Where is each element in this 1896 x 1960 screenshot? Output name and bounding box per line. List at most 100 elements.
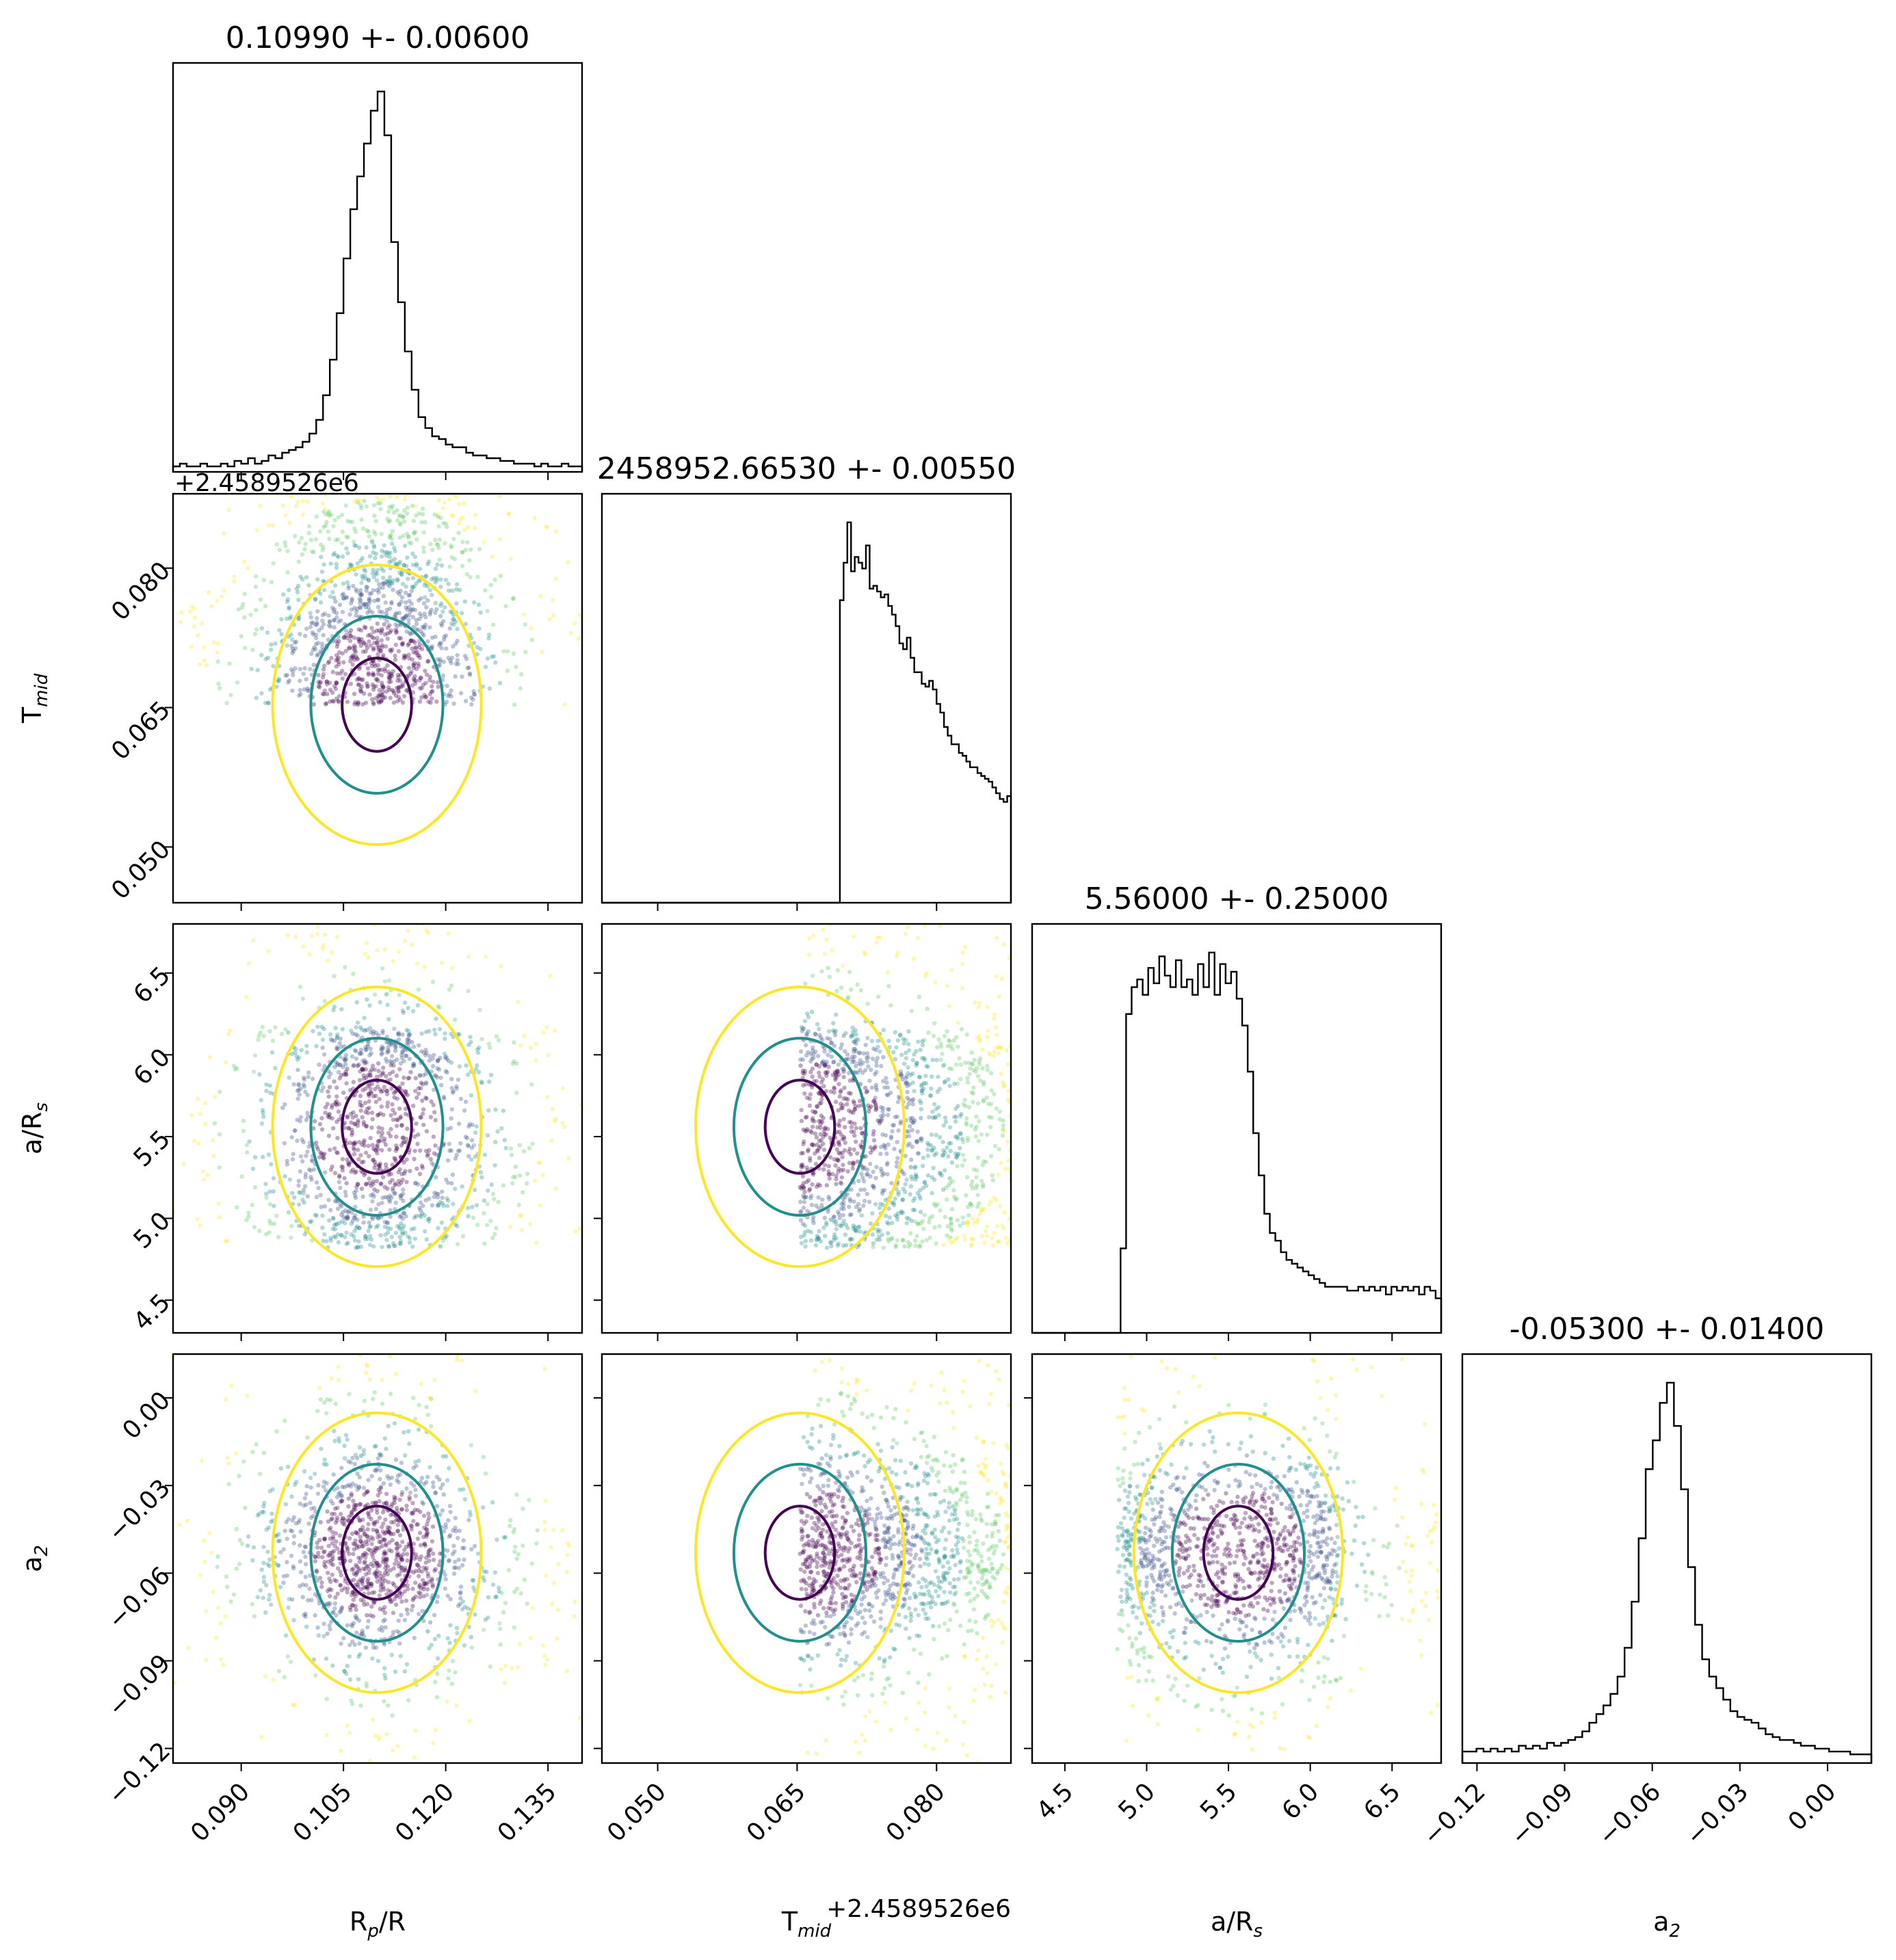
sample-point	[417, 1073, 423, 1078]
sample-point	[445, 693, 451, 698]
sample-point	[394, 1541, 399, 1546]
sample-point	[316, 1633, 321, 1638]
sample-point	[437, 1477, 442, 1482]
sample-point	[454, 1626, 460, 1630]
sample-point	[364, 504, 369, 509]
sample-point	[1001, 1084, 1005, 1089]
sample-point	[317, 1576, 323, 1580]
sample-point	[255, 667, 260, 672]
sample-point	[421, 1107, 426, 1112]
sample-point	[492, 1232, 497, 1236]
sample-point	[373, 518, 378, 524]
sample-point	[979, 1208, 984, 1213]
sample-point	[395, 1057, 399, 1062]
sample-point	[379, 673, 384, 678]
sample-point	[313, 647, 318, 652]
sample-point	[870, 1057, 875, 1061]
sample-point	[974, 1183, 979, 1188]
sample-point	[562, 702, 567, 707]
sample-point	[955, 1218, 960, 1223]
sample-point	[416, 1091, 421, 1096]
sample-point	[389, 1171, 393, 1177]
sample-point	[315, 1409, 320, 1414]
sample-point	[435, 1075, 440, 1080]
sample-point	[321, 1155, 326, 1160]
sample-point	[358, 598, 363, 603]
sample-point	[387, 1072, 392, 1076]
sample-point	[875, 1044, 880, 1050]
sample-point	[414, 1214, 419, 1219]
sample-point	[834, 1236, 839, 1241]
sample-point	[895, 1214, 899, 1219]
sample-point	[953, 1151, 958, 1156]
sample-point	[415, 1003, 420, 1008]
sample-point	[263, 700, 268, 706]
sample-point	[401, 1198, 406, 1204]
sample-point	[395, 672, 401, 678]
sample-point	[843, 1195, 847, 1200]
sample-point	[386, 581, 391, 587]
sample-point	[867, 1200, 872, 1204]
sample-point	[382, 1578, 388, 1583]
sample-point	[841, 1103, 845, 1108]
sample-point	[917, 1074, 923, 1080]
sample-point	[492, 1570, 498, 1575]
sample-point	[448, 1509, 453, 1515]
sample-point	[851, 1039, 856, 1044]
sample-point	[865, 1167, 870, 1172]
sample-point	[327, 1115, 332, 1120]
sample-point	[382, 1184, 387, 1189]
sample-point	[375, 621, 380, 626]
sample-point	[337, 662, 341, 667]
sample-point	[442, 635, 447, 639]
sample-point	[445, 1056, 449, 1061]
sample-point	[528, 1635, 534, 1641]
sample-point	[345, 518, 350, 523]
sample-point	[410, 503, 415, 508]
sample-point	[357, 600, 363, 605]
sample-point	[843, 1049, 847, 1054]
sample-point	[387, 1041, 392, 1046]
sample-point	[380, 1070, 385, 1075]
sample-point	[858, 988, 863, 993]
sample-point	[572, 1599, 577, 1604]
sample-point	[927, 1216, 932, 1221]
sample-point	[802, 1091, 807, 1096]
sample-point	[340, 592, 345, 598]
sample-point	[798, 1200, 803, 1204]
sample-point	[128, 1243, 132, 1247]
sample-point	[334, 1102, 339, 1107]
sample-point	[875, 1227, 880, 1232]
sample-point	[435, 1656, 440, 1661]
sample-point	[975, 1217, 980, 1222]
sample-point	[385, 1572, 391, 1577]
sample-point	[393, 1200, 398, 1205]
sample-point	[427, 674, 432, 679]
sample-point	[992, 1012, 997, 1018]
sample-point	[388, 1134, 393, 1139]
sample-point	[838, 1089, 843, 1095]
sample-point	[304, 1050, 309, 1055]
sample-point	[456, 1122, 462, 1126]
sample-point	[396, 695, 401, 700]
sample-point	[360, 1067, 366, 1072]
sample-point	[383, 1162, 389, 1167]
sample-point	[433, 600, 438, 605]
sample-point	[401, 1010, 406, 1016]
sample-point	[376, 1147, 380, 1152]
sample-point	[441, 1492, 446, 1497]
sample-point	[457, 1148, 462, 1153]
sample-point	[403, 1091, 408, 1097]
sample-point	[373, 551, 379, 556]
sample-point	[417, 611, 422, 616]
sample-point	[235, 680, 240, 685]
sample-point	[383, 1195, 388, 1200]
sample-point	[37, 1618, 41, 1622]
sample-point	[867, 1078, 872, 1083]
sample-point	[467, 558, 472, 563]
sample-point	[376, 1068, 381, 1074]
sample-point	[927, 1093, 933, 1098]
sample-point	[412, 1063, 417, 1068]
sample-point	[352, 1141, 357, 1146]
sample-point	[825, 1035, 830, 1041]
